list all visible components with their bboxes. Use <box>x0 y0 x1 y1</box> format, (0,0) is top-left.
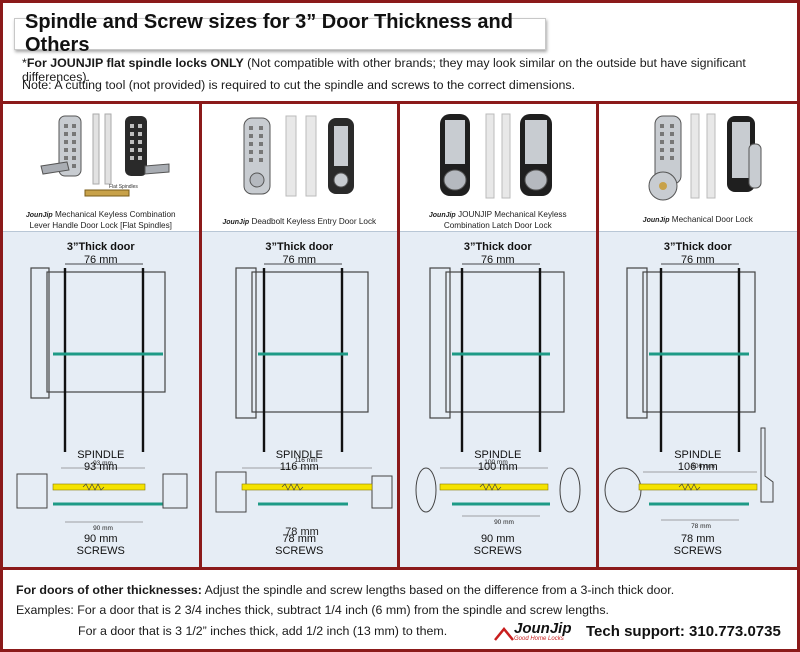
screws-length: 78 mm <box>680 533 715 545</box>
door-thickness-mm: 76 mm <box>282 254 317 266</box>
screw-dimension-label: 78 mm <box>285 526 319 538</box>
lock-cross-section-diagram: 93 mm 90 mm <box>16 263 188 532</box>
latch-lock-illustration <box>440 113 552 199</box>
door-thickness-label: 3”Thick door <box>66 241 135 253</box>
example-2: For a door that is 3 1/2” inches thick, … <box>78 624 448 638</box>
notice-asterisk: * <box>22 56 27 70</box>
caption-line-2: Lever Handle Door Lock [Flat Spindles] <box>29 221 172 230</box>
mechanical-lock-illustration <box>648 113 761 201</box>
spindle-length: 93 mm <box>83 461 118 473</box>
spindle-dimension-label: 93 mm <box>93 460 113 467</box>
product-photo-lever-lock: Flat Spindles JounJip Mechanical Keyless… <box>3 104 199 232</box>
spindle-dimension-label: 116 mm <box>294 457 317 464</box>
screw-dimension-label: 78 mm <box>691 523 711 530</box>
caption-line-1: Mechanical Door Lock <box>671 215 753 224</box>
caption-line-1: Mechanical Keyless Combination <box>55 210 176 219</box>
compatibility-notice: *For JOUNJIP flat spindle locks ONLY (No… <box>22 56 800 84</box>
screws-length: 90 mm <box>83 533 118 545</box>
panels-top-border <box>3 101 797 104</box>
other-thickness-bold: For doors of other thicknesses: <box>16 583 202 597</box>
jounjip-brand-logo: JounJip Good Home Locks <box>494 621 572 642</box>
cutting-note: Note: A cutting tool (not provided) is r… <box>22 78 576 92</box>
jounjip-logo: JounJip <box>428 212 456 219</box>
jounjip-logo: JounJip <box>642 217 670 224</box>
notice-bold: For JOUNJIP flat spindle locks ONLY <box>26 56 244 70</box>
diagram-background <box>3 232 199 568</box>
screw-dimension-label: 90 mm <box>494 519 514 526</box>
panel-1-caption: JounJip Mechanical Keyless Combination L… <box>3 210 199 231</box>
spindle-dimension-label: 106 mm <box>691 463 714 470</box>
screws-length: 90 mm <box>480 533 515 545</box>
panel-3-caption: JounJip JOUNJIP Mechanical Keyless Combi… <box>400 210 596 231</box>
spindle-title: SPINDLE <box>674 449 722 461</box>
door-thickness-mm: 76 mm <box>83 254 118 266</box>
house-roof-icon <box>494 627 514 641</box>
product-photo-deadbolt-lock: JounJip Deadbolt Keyless Entry Door Lock <box>201 104 398 232</box>
spindle-dimension-label: 100 mm <box>484 459 507 466</box>
lock-cross-section-diagram: 100 mm 90 mm <box>415 263 581 526</box>
screws-length: 78 mm <box>282 533 317 545</box>
page-title: Spindle and Screw sizes for 3” Door Thic… <box>25 11 513 56</box>
spindle-length: 100 mm <box>477 461 518 473</box>
lever-lock-illustration: Flat Spindles <box>40 113 170 197</box>
product-photo-latch-lock: JounJip JOUNJIP Mechanical Keyless Combi… <box>400 104 596 232</box>
door-thickness-mm: 76 mm <box>480 254 515 266</box>
screws-title: SCREWS <box>673 545 722 557</box>
screw-dimension-label: 90 mm <box>93 525 113 532</box>
flat-spindle-tag: Flat Spindles <box>109 184 138 190</box>
brand-tagline: Good Home Locks <box>514 636 564 642</box>
spindle-length: 106 mm <box>677 461 718 473</box>
lock-panel-4: JounJip Mechanical Door Lock 3”Thick doo… <box>598 104 798 568</box>
jounjip-logo: JounJip <box>222 219 250 226</box>
caption-line-2: Combination Latch Door Lock <box>443 221 552 230</box>
brand-name: JounJip <box>514 620 572 637</box>
panel-2-caption: JounJip Deadbolt Keyless Entry Door Lock <box>202 217 398 228</box>
other-thickness-rest: Adjust the spindle and screw lengths bas… <box>201 583 675 597</box>
deadbolt-lock-illustration <box>243 115 354 197</box>
door-thickness-label: 3”Thick door <box>463 241 532 253</box>
product-photo-mechanical-lock: JounJip Mechanical Door Lock <box>598 104 798 232</box>
caption-line-1: Deadbolt Keyless Entry Door Lock <box>251 217 377 226</box>
jounjip-logo: JounJip <box>25 212 53 219</box>
panel-4-caption: JounJip Mechanical Door Lock <box>599 215 798 226</box>
spindle-title: SPINDLE <box>474 449 522 461</box>
screws-title: SCREWS <box>76 545 125 557</box>
door-thickness-label: 3”Thick door <box>663 241 732 253</box>
spindle-title: SPINDLE <box>77 449 125 461</box>
door-thickness-mm: 76 mm <box>680 254 715 266</box>
lock-panel-1: Flat Spindles JounJip Mechanical Keyless… <box>3 104 202 568</box>
lock-panel-2: JounJip Deadbolt Keyless Entry Door Lock… <box>201 104 400 568</box>
screws-title: SCREWS <box>473 545 522 557</box>
door-thickness-label: 3”Thick door <box>265 241 334 253</box>
spindle-length: 116 mm <box>279 461 319 473</box>
notice-rest: (Not compatible with other brands; they … <box>22 56 746 84</box>
caption-line-1: JOUNJIP Mechanical Keyless <box>458 210 567 219</box>
tech-support-phone: Tech support: 310.773.0735 <box>586 623 781 640</box>
diagram-background <box>598 232 797 568</box>
lock-panels: Flat Spindles JounJip Mechanical Keyless… <box>3 104 797 568</box>
lock-panel-3: JounJip JOUNJIP Mechanical Keyless Combi… <box>400 104 599 568</box>
other-thickness-note: For doors of other thicknesses: Adjust t… <box>16 583 674 597</box>
lock-cross-section-diagram: 106 mm 78 mm <box>604 263 773 530</box>
title-box: Spindle and Screw sizes for 3” Door Thic… <box>14 11 546 56</box>
lock-cross-section-diagram: 116 mm 78 mm <box>215 263 392 538</box>
spindle-title: SPINDLE <box>275 449 323 461</box>
example-1: Examples: For a door that is 2 3/4 inche… <box>16 603 609 617</box>
screws-title: SCREWS <box>275 545 324 557</box>
panels-bottom-border <box>3 567 797 570</box>
diagram-background <box>400 232 596 568</box>
